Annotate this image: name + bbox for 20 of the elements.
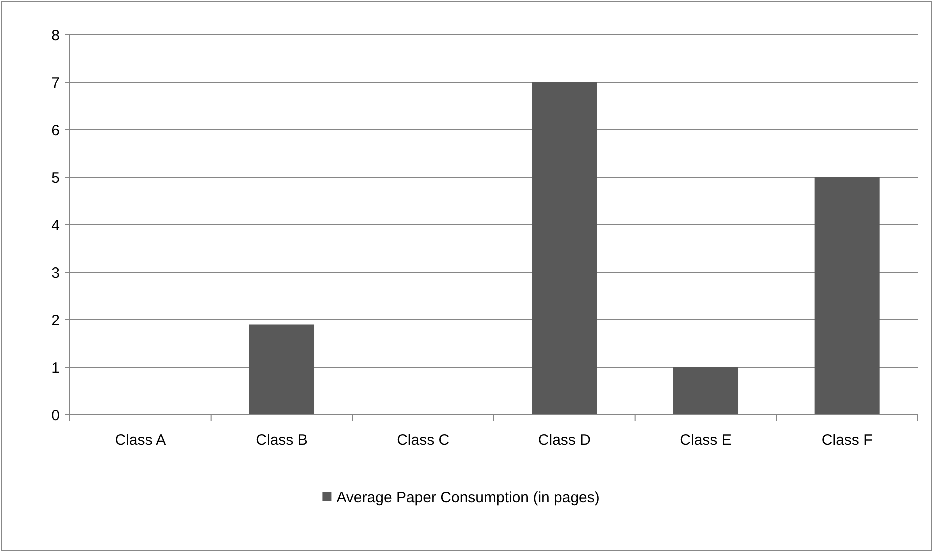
y-tick-label: 1 xyxy=(52,360,60,377)
y-tick-label: 7 xyxy=(52,74,60,92)
y-tick-label: 3 xyxy=(52,264,60,282)
y-tick-label: 8 xyxy=(52,27,60,44)
x-tick-label: Class D xyxy=(538,432,592,449)
bar xyxy=(532,82,598,415)
x-tick-label: Class A xyxy=(115,432,166,449)
x-tick-label: Class C xyxy=(397,432,450,449)
bar xyxy=(249,324,315,415)
y-tick-label: 4 xyxy=(52,217,60,234)
y-tick-label: 2 xyxy=(52,312,60,330)
bar xyxy=(673,368,739,415)
y-tick-label: 5 xyxy=(52,170,60,187)
legend-label: Average Paper Consumption (in pages) xyxy=(336,489,600,506)
y-tick-label: 6 xyxy=(52,122,60,140)
x-tick-label: Class F xyxy=(822,432,873,449)
y-tick-label: 0 xyxy=(52,407,60,424)
x-tick-label: Class B xyxy=(256,432,308,449)
bar xyxy=(814,178,880,415)
x-tick-label: Class E xyxy=(680,432,732,449)
